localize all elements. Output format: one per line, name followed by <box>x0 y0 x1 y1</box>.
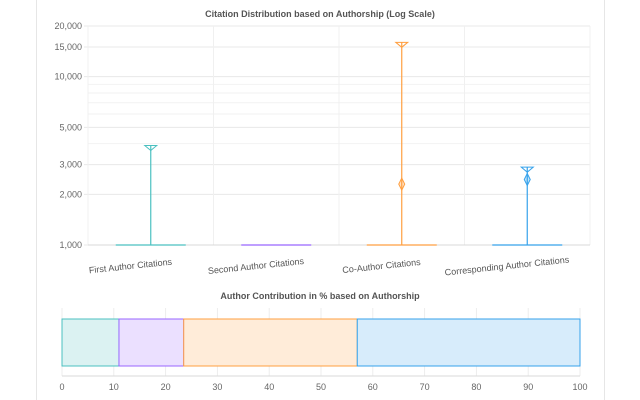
y-tick-label: 5,000 <box>59 122 82 132</box>
y-tick-label: 15,000 <box>54 42 82 52</box>
x-tick-label: 70 <box>420 382 430 392</box>
contribution-bar-chart: 0 10 20 30 40 50 60 70 80 90 100 <box>59 308 588 392</box>
violin-top <box>143 145 159 152</box>
x-category-label: Corresponding Author Citations <box>444 254 570 277</box>
x-tick-label: 90 <box>523 382 533 392</box>
x-tick-label: 20 <box>161 382 171 392</box>
x-category-label: First Author Citations <box>88 257 173 276</box>
stacked-bar-segment <box>183 318 358 367</box>
x-category-label: Second Author Citations <box>207 256 305 276</box>
x-tick-label: 0 <box>59 382 64 392</box>
y-tick-label: 20,000 <box>54 21 82 31</box>
violin-chart-title: Citation Distribution based on Authorshi… <box>205 9 435 19</box>
x-tick-label: 40 <box>264 382 274 392</box>
x-tick-label: 60 <box>368 382 378 392</box>
violin-median <box>523 172 531 187</box>
violin-top <box>519 166 535 173</box>
y-tick-label: 2,000 <box>59 189 82 199</box>
x-tick-label: 10 <box>109 382 119 392</box>
panel-border-left <box>36 0 37 400</box>
violin-median <box>398 176 406 192</box>
x-category-label: Co-Author Citations <box>342 257 422 275</box>
stacked-bar-segment <box>356 318 581 367</box>
violin-chart: 1,000 2,000 3,000 5,000 10,000 15,000 20,000 Fi… <box>54 21 591 278</box>
x-tick-label: 100 <box>572 382 587 392</box>
panel-border-right <box>604 0 605 400</box>
x-tick-label: 50 <box>316 382 326 392</box>
x-tick-label: 30 <box>212 382 222 392</box>
bar-chart-title: Author Contribution in % based on Author… <box>220 291 420 301</box>
y-tick-label: 3,000 <box>59 160 82 170</box>
stacked-bar-segment <box>61 318 120 367</box>
stacked-bar-segment <box>118 318 185 367</box>
x-tick-label: 80 <box>471 382 481 392</box>
violin-top <box>394 41 410 48</box>
y-tick-label: 1,000 <box>59 240 82 250</box>
y-tick-label: 10,000 <box>54 72 82 82</box>
